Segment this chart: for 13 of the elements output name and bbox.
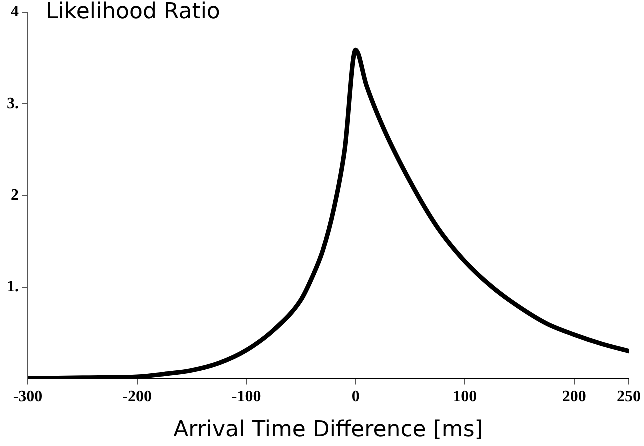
y-tick-label: 2 xyxy=(11,186,19,204)
x-tick-label: -300 xyxy=(13,388,43,406)
y-axis-title: Likelihood Ratio xyxy=(46,0,220,24)
y-tick-label: 4 xyxy=(11,4,19,21)
x-tick-label: -100 xyxy=(232,388,262,406)
x-axis-title: Arrival Time Difference [ms] xyxy=(174,418,484,443)
x-tick-label: 200 xyxy=(562,388,586,406)
x-tick-label: -200 xyxy=(122,388,152,406)
x-tick-label: 0 xyxy=(352,388,360,406)
x-tick-label: 250 xyxy=(617,388,641,406)
y-tick-label: 1. xyxy=(7,278,19,296)
y-tick-label: 3. xyxy=(7,95,19,112)
x-tick-label: 100 xyxy=(453,388,478,406)
